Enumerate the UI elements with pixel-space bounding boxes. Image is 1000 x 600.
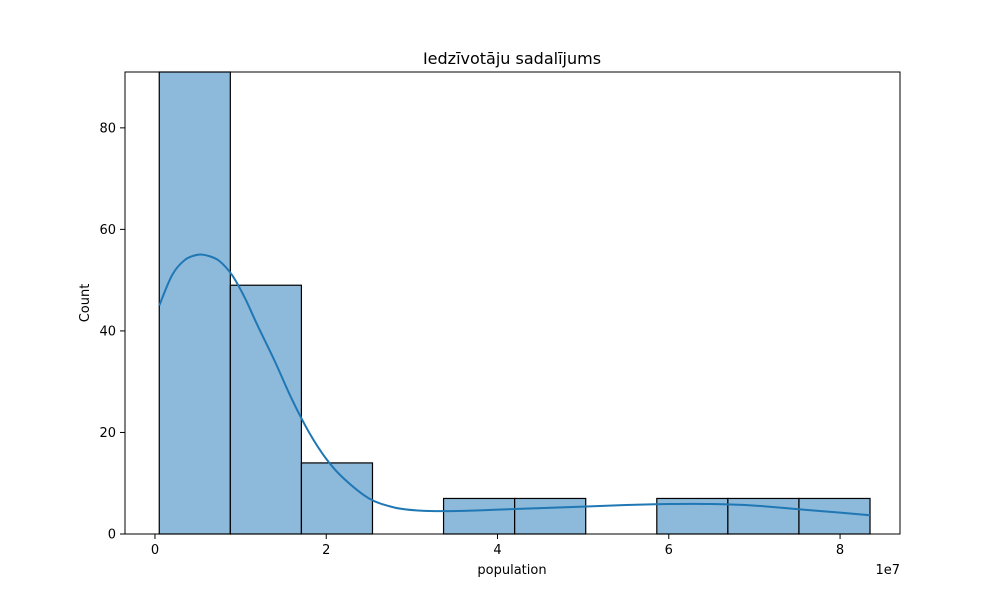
histogram-bar-10 — [798, 497, 871, 535]
histogram-bar-3 — [300, 462, 374, 535]
x-tick-label-0: 0 — [151, 543, 159, 558]
x-axis: 0 2 4 6 8 — [151, 534, 844, 558]
histogram-bar-2 — [229, 284, 303, 535]
histogram-bar-9 — [727, 497, 800, 535]
histogram-bar-6 — [514, 497, 587, 535]
kde-curve — [158, 253, 871, 517]
plot-area — [158, 71, 871, 535]
y-tick-label-3: 60 — [99, 223, 116, 238]
x-tick-label-3: 6 — [665, 543, 673, 558]
x-axis-offset-label: 1e7 — [875, 563, 900, 578]
x-tick-label-4: 8 — [836, 543, 844, 558]
y-tick-label-0: 0 — [108, 528, 116, 543]
plot-frame — [124, 71, 901, 535]
y-tick-label-2: 40 — [99, 324, 116, 339]
y-axis: 0 20 40 60 80 — [99, 121, 125, 543]
y-tick-label-4: 80 — [99, 121, 116, 136]
chart-title: Iedzīvotāju sadalījums — [423, 49, 601, 68]
y-axis-label: Count — [78, 284, 93, 323]
x-tick-label-2: 4 — [493, 543, 501, 558]
y-tick-label-1: 20 — [99, 426, 116, 441]
x-tick-label-1: 2 — [322, 543, 330, 558]
histogram-bar-5 — [442, 497, 516, 535]
histogram-bar-1 — [158, 71, 231, 535]
x-axis-label: population — [477, 563, 546, 578]
